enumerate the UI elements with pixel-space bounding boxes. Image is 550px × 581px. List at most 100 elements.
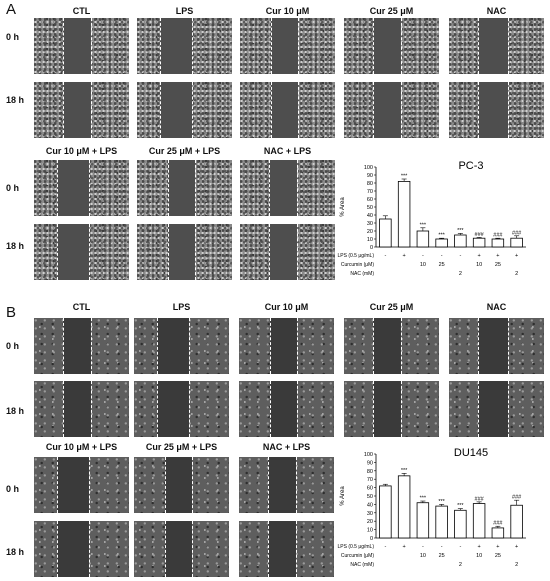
treatment-value: - [459,253,461,259]
treatment-row-label: NAC (mM) [350,562,374,568]
wound-edge-line [507,18,509,74]
treatment-value: - [441,544,443,550]
y-tick-label: 10 [367,237,373,243]
panel-letter: B [6,304,17,321]
column-label: Cur 25 μM [369,6,414,16]
y-tick-label: 80 [367,469,373,475]
scratch-assay-image [137,82,232,138]
treatment-value: 2 [459,562,462,568]
significance-label: *** [420,496,427,502]
wound-edge-line [91,381,92,437]
significance-label: *** [438,233,445,239]
wound-gap [168,160,195,216]
wound-edge-line [372,18,374,74]
significance-label: ### [512,495,522,501]
y-tick-label: 100 [364,165,373,171]
treatment-value: + [496,253,499,259]
bar [491,527,505,539]
significance-label: *** [457,503,464,509]
wound-edge-line [91,18,92,74]
wound-edge-line [271,82,273,138]
treatment-value: + [478,544,481,550]
wound-edge-line [165,457,167,513]
column-label: CTL [72,302,91,312]
bar [491,238,505,248]
column-label: Cur 25 μM + LPS [148,146,221,156]
scratch-assay-image [34,18,129,74]
wound-edge-line [297,160,298,216]
wound-edge-line [478,318,480,374]
y-tick-label: 20 [367,519,373,525]
treatment-value: 10 [476,262,482,268]
y-tick-label: 60 [367,486,373,492]
scratch-assay-image [239,381,334,437]
scratch-assay-image [134,521,229,577]
column-label: NAC + LPS [262,442,311,452]
wound-gap [267,521,296,577]
scratch-assay-image [34,160,129,216]
row-label: 18 h [6,241,25,251]
wound-edge-line [62,82,64,138]
row-label: 0 h [6,183,20,193]
wound-gap [56,457,90,513]
treatment-value: - [384,544,386,550]
bar [510,237,523,248]
y-tick-label: 50 [367,494,373,500]
y-tick-label: 40 [367,502,373,508]
treatment-value: 25 [439,553,445,559]
wound-edge-line [401,318,402,374]
row-label: 18 h [6,95,25,105]
scratch-assay-image [137,224,232,280]
y-tick-label: 30 [367,221,373,227]
treatment-value: 25 [495,553,501,559]
wound-edge-line [189,318,191,374]
wound-edge-line [507,82,509,138]
y-tick-label: 50 [367,205,373,211]
treatment-value: - [422,544,424,550]
treatment-value: 2 [515,562,518,568]
y-axis-label: % Area [340,486,346,506]
treatment-value: 10 [420,553,426,559]
wound-edge-line [297,82,299,138]
wound-edge-line [165,521,167,577]
wound-gap [159,82,193,138]
y-tick-label: 100 [364,452,373,458]
scratch-assay-image [137,18,232,74]
wound-edge-line [478,18,480,74]
wound-gap [478,381,508,437]
y-tick-label: 30 [367,511,373,517]
y-tick-label: 0 [370,245,373,251]
significance-label: ### [493,233,503,239]
treatment-value: 25 [495,262,501,268]
significance-label: *** [438,499,445,505]
treatment-value: - [459,544,461,550]
significance-label: *** [401,174,408,180]
treatment-value: - [384,253,386,259]
scratch-assay-image [344,18,439,74]
wound-gap [478,18,508,74]
scratch-assay-image [449,381,544,437]
treatment-value: + [403,253,406,259]
scratch-assay-image [240,224,335,280]
bar-chart: PC-3 % Area 0 10 20 30 40 50 60 70 80 90 100 - *** + ***… [337,160,526,277]
bar [510,504,523,539]
wound-edge-line [194,224,196,280]
treatment-value: - [422,253,424,259]
treatment-value: 2 [459,271,462,277]
wound-edge-line [194,160,196,216]
treatment-value: + [478,253,481,259]
scratch-assay-image [344,381,439,437]
scratch-assay-image [34,457,129,513]
significance-label: ### [493,521,503,527]
column-label: NAC [486,302,507,312]
significance-label: ### [512,230,522,236]
wound-edge-line [156,318,158,374]
scratch-assay-image [239,457,334,513]
scratch-assay-image [134,457,229,513]
scratch-assay-image [34,381,129,437]
y-tick-label: 40 [367,213,373,219]
wound-edge-line [159,82,161,138]
chart-title: DU145 [454,447,488,459]
y-tick-label: 70 [367,477,373,483]
column-label: Cur 10 μM + LPS [45,146,118,156]
